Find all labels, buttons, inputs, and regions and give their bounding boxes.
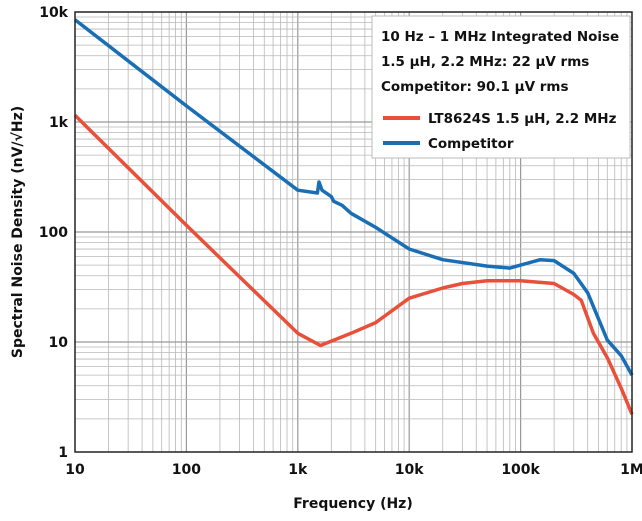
x-tick-label: 10k — [395, 462, 424, 478]
legend: 10 Hz – 1 MHz Integrated Noise 1.5 µH, 2… — [371, 15, 631, 159]
series-line-competitor — [73, 18, 634, 376]
y-tick-label: 100 — [39, 225, 68, 241]
series-line-lt8624s — [73, 114, 634, 415]
y-tick-label: 1k — [49, 115, 69, 131]
plot-frame — [74, 11, 633, 453]
grid — [75, 12, 632, 452]
annotation-line-3: Competitor: 90.1 µV rms — [381, 79, 568, 95]
x-tick-label: 1M — [620, 462, 642, 478]
x-tick-label: 100 — [172, 462, 201, 478]
y-tick-label: 10k — [39, 5, 68, 21]
legend-label-competitor: Competitor — [428, 136, 514, 152]
y-tick-labels: 1 10 100 1k 10k — [39, 5, 69, 461]
series-lines — [73, 18, 634, 415]
y-tick-label: 1 — [58, 445, 68, 461]
x-tick-label: 100k — [501, 462, 540, 478]
y-axis-label: Spectral Noise Density (nV/√Hz) — [10, 106, 26, 358]
y-tick-label: 10 — [49, 335, 69, 351]
x-tick-label: 10 — [65, 462, 85, 478]
x-tick-label: 1k — [288, 462, 308, 478]
annotation-line-1: 10 Hz – 1 MHz Integrated Noise — [381, 29, 619, 45]
x-tick-labels: 10 100 1k 10k 100k 1M — [65, 462, 642, 478]
annotation-line-2: 1.5 µH, 2.2 MHz: 22 µV rms — [381, 54, 589, 70]
legend-label-lt8624s: LT8624S 1.5 µH, 2.2 MHz — [428, 111, 617, 127]
x-axis-label: Frequency (Hz) — [293, 496, 412, 512]
legend-box — [371, 15, 631, 159]
